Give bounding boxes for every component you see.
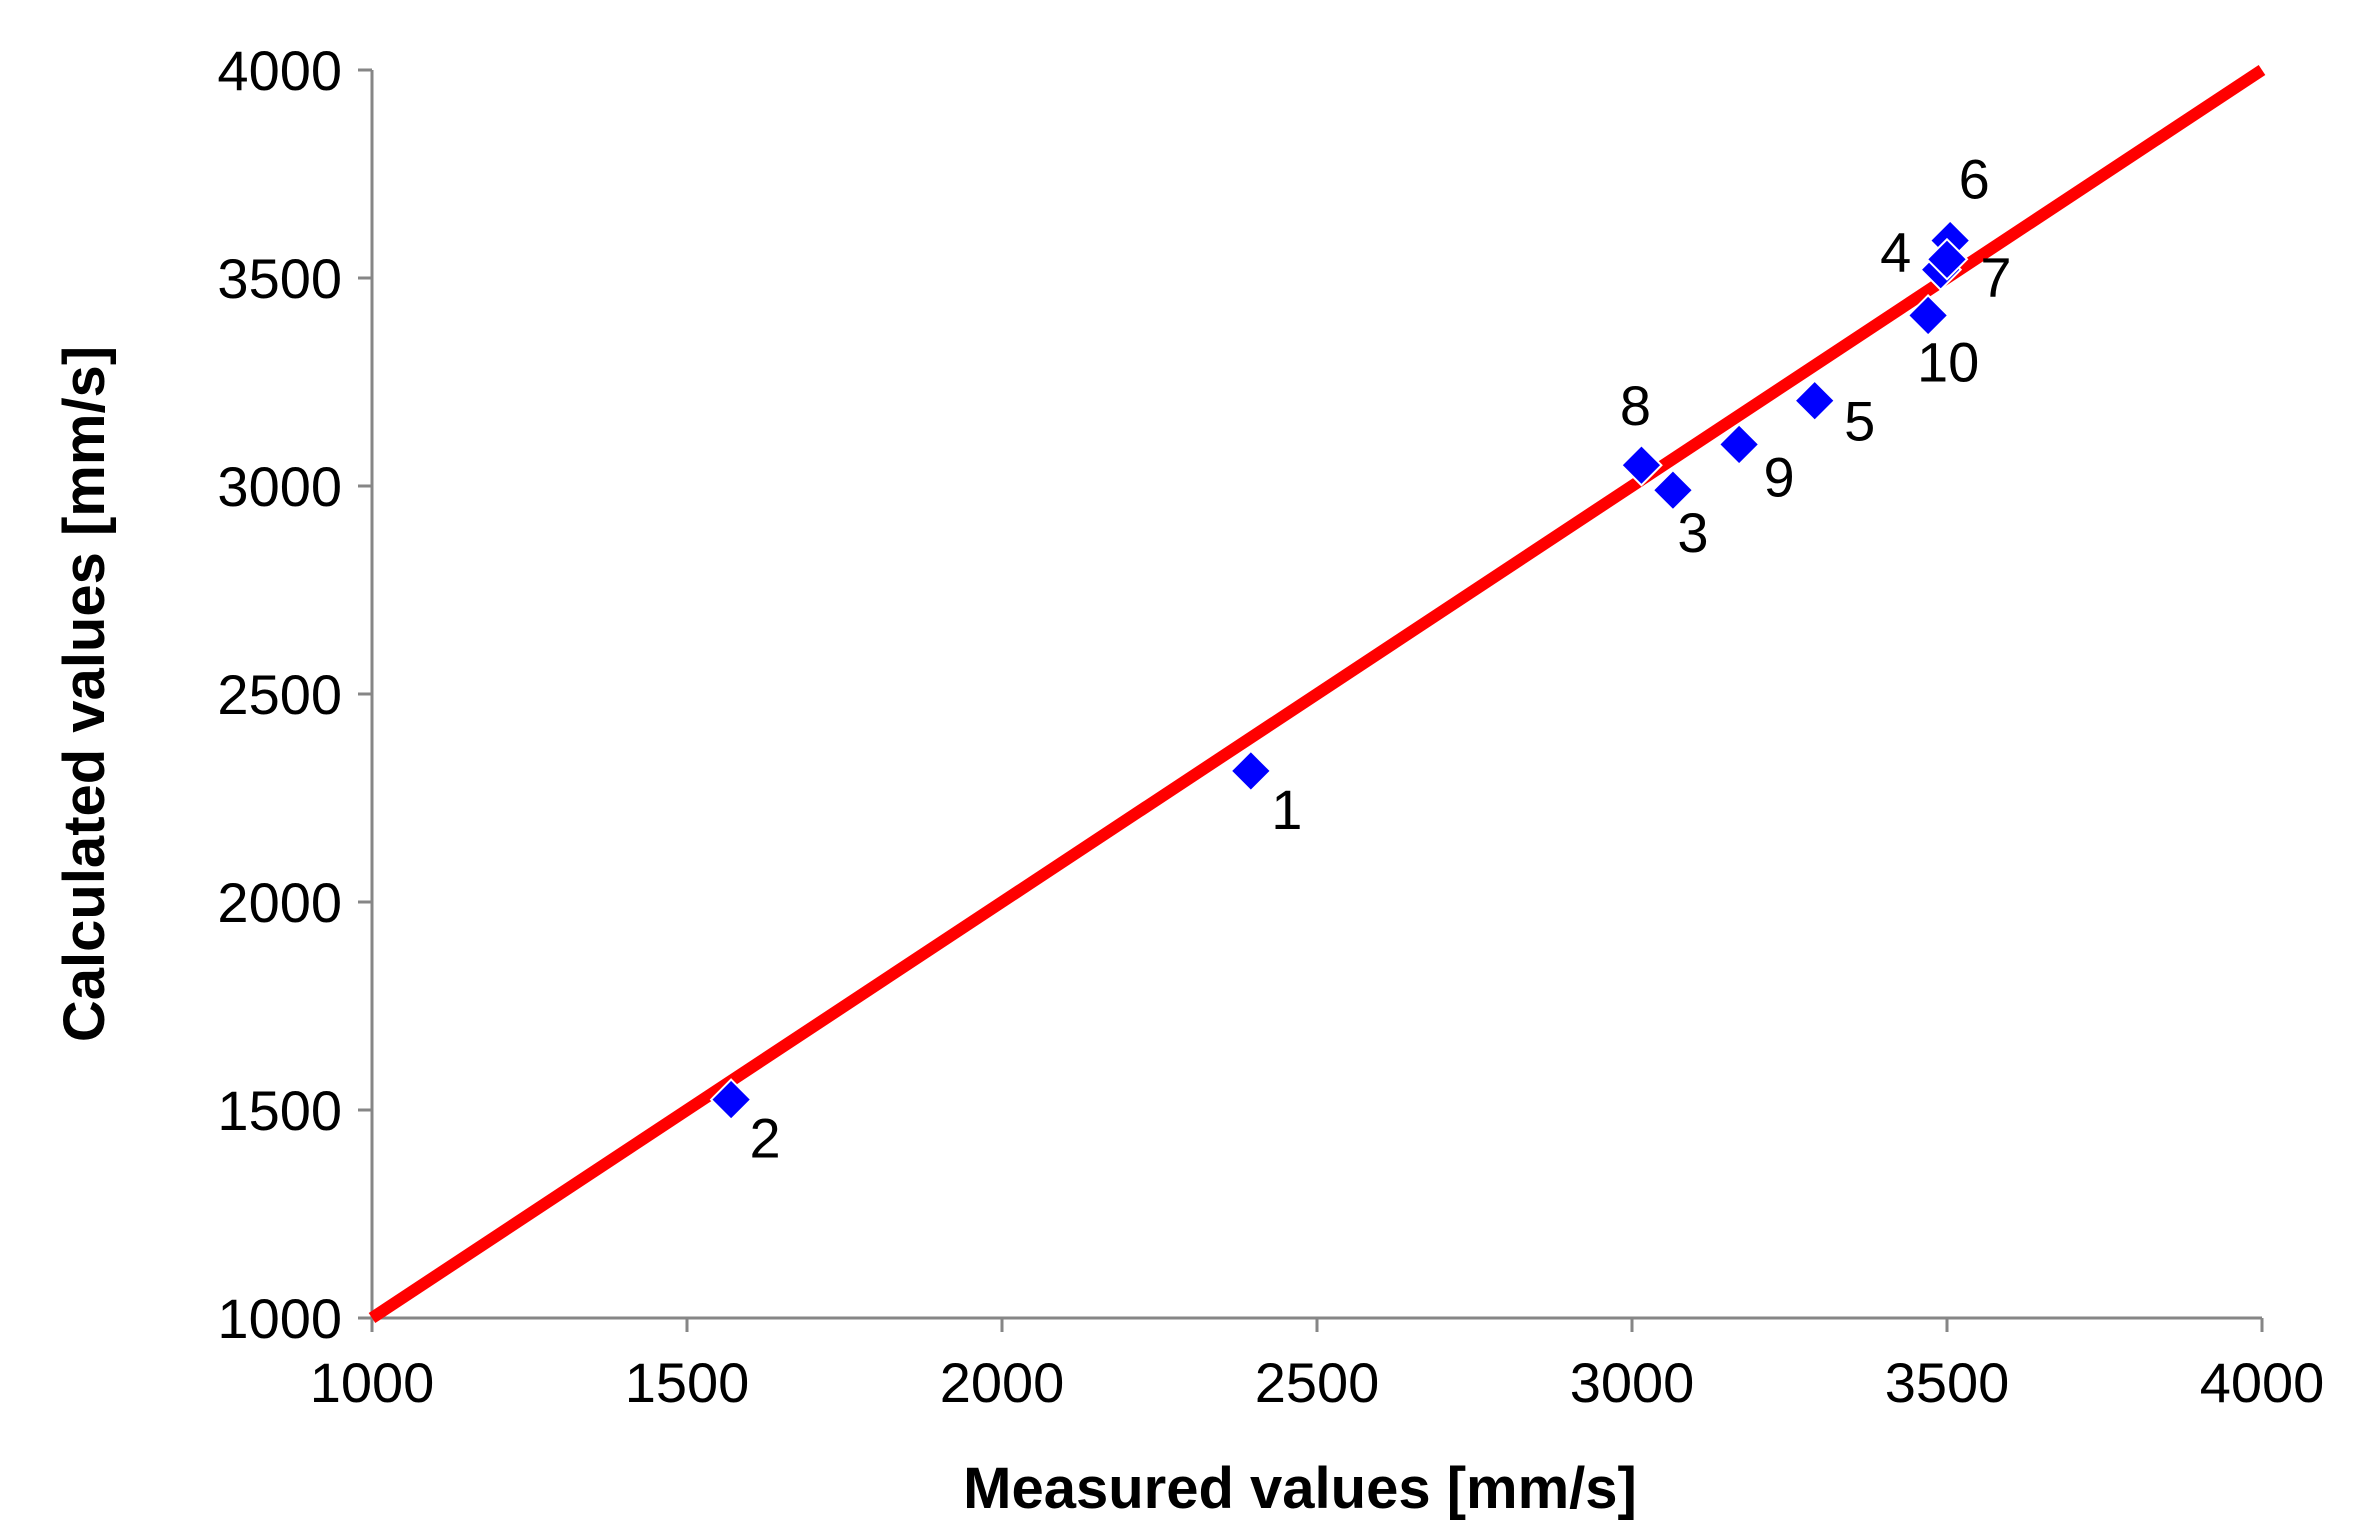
- x-tick-label: 1500: [625, 1351, 750, 1414]
- point-label-5: 5: [1844, 390, 1875, 453]
- point-labels: 1 2 3 4 5 6 7 8 9 10: [750, 148, 2012, 1170]
- point-label-6: 6: [1959, 148, 1990, 211]
- x-tick-label: 3500: [1885, 1351, 2010, 1414]
- point-label-4: 4: [1880, 221, 1911, 284]
- x-tick-label: 1000: [310, 1351, 435, 1414]
- point-label-1: 1: [1271, 778, 1302, 841]
- data-point-7: [1925, 237, 1969, 281]
- x-axis-title: Measured values [mm/s]: [963, 1456, 1637, 1521]
- y-tick-label: 1500: [217, 1079, 342, 1142]
- reference-line: [368, 64, 2266, 1324]
- data-point-9: [1717, 422, 1761, 466]
- x-tick-label: 4000: [2200, 1351, 2325, 1414]
- point-label-9: 9: [1764, 445, 1795, 508]
- y-tick-label: 3000: [217, 455, 342, 518]
- data-points: [709, 219, 1972, 1122]
- x-tick-label: 2000: [940, 1351, 1065, 1414]
- y-tick-label: 4000: [217, 39, 342, 102]
- point-label-3: 3: [1677, 501, 1708, 564]
- data-point-2: [709, 1078, 753, 1122]
- x-tick-label: 3000: [1570, 1351, 1695, 1414]
- reference-line-group: [368, 64, 2266, 1324]
- point-label-8: 8: [1620, 374, 1651, 437]
- data-point-1: [1229, 749, 1273, 793]
- data-point-10: [1906, 294, 1950, 337]
- y-tick-label: 1000: [217, 1287, 342, 1350]
- y-tick-label: 3500: [217, 247, 342, 310]
- point-label-7: 7: [1980, 245, 2011, 308]
- data-point-5: [1793, 379, 1837, 423]
- y-ticks: 1000 1500 2000 2500 3000 3500 4000: [217, 39, 372, 1350]
- x-tick-label: 2500: [1255, 1351, 1380, 1414]
- y-axis-title: Calculated values [mm/s]: [52, 346, 117, 1042]
- data-point-8: [1620, 443, 1663, 487]
- data-point-3: [1651, 468, 1695, 512]
- x-ticks: 1000 1500 2000 2500 3000 3500 4000: [310, 1318, 2325, 1414]
- y-tick-label: 2000: [217, 871, 342, 934]
- y-tick-label: 2500: [217, 663, 342, 726]
- point-label-2: 2: [750, 1107, 781, 1170]
- point-label-10: 10: [1917, 330, 1979, 393]
